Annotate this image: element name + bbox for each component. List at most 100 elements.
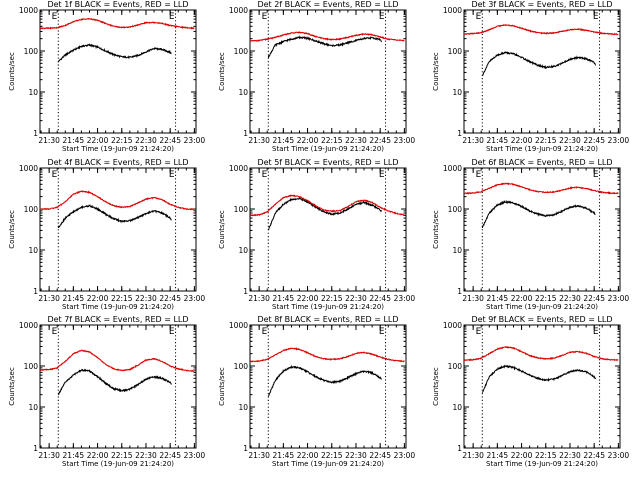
x-axis-title: Start Time (19-Jun-09 21:24:20) — [486, 303, 598, 311]
x-axis-title: Start Time (19-Jun-09 21:24:20) — [62, 145, 174, 153]
plot-frame — [463, 9, 621, 134]
x-tick-label: 22:15 — [535, 451, 557, 460]
event-marker-label: E — [379, 327, 385, 337]
y-tick-label: 1 — [457, 287, 462, 296]
events-series-line — [268, 197, 382, 231]
y-tick-label: 10 — [28, 246, 38, 255]
lld-series-line — [463, 345, 619, 362]
event-marker-label: E — [169, 327, 175, 337]
x-tick-label: 22:45 — [583, 136, 605, 145]
events-series-line — [481, 199, 596, 229]
x-tick-label: 21:30 — [38, 451, 60, 460]
events-series-line — [268, 364, 382, 397]
x-tick-label: 22:45 — [369, 136, 391, 145]
x-tick-label: 21:45 — [63, 136, 85, 145]
plot-frame — [249, 9, 407, 134]
x-tick-label: 22:15 — [535, 294, 557, 303]
event-marker-label: E — [593, 327, 599, 337]
y-tick-label: 1000 — [19, 164, 38, 173]
x-tick-label: 22:45 — [159, 451, 181, 460]
y-tick-label: 1 — [33, 287, 38, 296]
x-tick-label: 21:45 — [273, 294, 295, 303]
events-series-line — [267, 35, 383, 58]
x-tick-label: 21:30 — [462, 294, 484, 303]
plot-frame — [463, 167, 621, 292]
x-tick-label: 22:30 — [345, 451, 367, 460]
x-tick-label: 22:00 — [297, 294, 319, 303]
event-marker-label: E — [476, 327, 482, 337]
x-tick-label: 22:15 — [321, 294, 343, 303]
event-marker-label: E — [52, 12, 58, 22]
y-tick-label: 1 — [243, 129, 248, 138]
y-tick-label: 10 — [28, 88, 38, 97]
x-tick-label: 21:45 — [487, 294, 509, 303]
event-marker-label: E — [593, 170, 599, 180]
x-tick-label: 22:15 — [111, 136, 133, 145]
x-tick-label: 21:30 — [462, 136, 484, 145]
x-tick-label: 23:00 — [184, 294, 206, 303]
event-marker-label: E — [169, 170, 175, 180]
events-series-line — [482, 51, 597, 77]
y-axis-title: Counts/sec — [218, 367, 226, 406]
y-tick-label: 100 — [448, 362, 463, 371]
panel-det-3: Det 3f BLACK = Events, RED = LLD 1 10 100 10… — [432, 0, 629, 153]
y-tick-label: 1 — [33, 129, 38, 138]
x-tick-label: 22:30 — [559, 451, 581, 460]
x-tick-label: 22:30 — [345, 136, 367, 145]
y-tick-label: 1 — [33, 444, 38, 453]
y-tick-label: 10 — [452, 403, 462, 412]
x-tick-label: 22:30 — [345, 294, 367, 303]
y-tick-label: 10 — [238, 403, 248, 412]
panel-title: Det 2f BLACK = Events, RED = LLD — [257, 0, 398, 9]
panel-det-1: Det 1f BLACK = Events, RED = LLD 1 10 100 10… — [8, 0, 205, 153]
events-series-line — [57, 204, 172, 229]
x-tick-label: 21:45 — [273, 451, 295, 460]
event-marker-label: E — [379, 170, 385, 180]
x-tick-label: 21:45 — [273, 136, 295, 145]
y-tick-label: 100 — [234, 362, 249, 371]
plot-frame — [39, 167, 197, 292]
x-tick-label: 22:15 — [321, 136, 343, 145]
plot-frame — [249, 167, 407, 292]
lld-series-line — [39, 190, 195, 211]
panel-title: Det 1f BLACK = Events, RED = LLD — [47, 0, 188, 9]
panel-title: Det 3f BLACK = Events, RED = LLD — [471, 0, 612, 9]
lld-series-line — [249, 194, 405, 217]
event-marker-label: E — [262, 327, 268, 337]
plot-frame — [249, 324, 407, 449]
x-tick-label: 21:45 — [487, 136, 509, 145]
panel-det-8: Det 8f BLACK = Events, RED = LLD 1 10 100 10… — [218, 315, 415, 468]
panel-det-2: Det 2f BLACK = Events, RED = LLD 1 10 100 10… — [218, 0, 415, 153]
x-tick-label: 21:30 — [248, 136, 270, 145]
panel-det-9: Det 9f BLACK = Events, RED = LLD 1 10 100 10… — [432, 315, 629, 468]
y-tick-label: 10 — [238, 88, 248, 97]
event-marker-label: E — [262, 12, 268, 22]
panel-title: Det 9f BLACK = Events, RED = LLD — [471, 315, 612, 324]
x-tick-label: 23:00 — [184, 136, 206, 145]
x-axis-title: Start Time (19-Jun-09 21:24:20) — [272, 303, 384, 311]
event-marker-label: E — [169, 12, 175, 22]
y-tick-label: 1 — [243, 287, 248, 296]
y-tick-label: 1 — [457, 444, 462, 453]
x-tick-label: 22:45 — [159, 136, 181, 145]
x-tick-label: 23:00 — [608, 451, 630, 460]
plot-frame — [39, 324, 197, 449]
x-tick-label: 21:30 — [248, 294, 270, 303]
y-tick-label: 1000 — [443, 6, 462, 15]
x-tick-label: 21:30 — [38, 294, 60, 303]
event-marker-label: E — [52, 327, 58, 337]
x-tick-label: 21:45 — [487, 451, 509, 460]
y-tick-label: 1000 — [19, 321, 38, 330]
x-tick-label: 23:00 — [184, 451, 206, 460]
x-tick-label: 22:45 — [369, 451, 391, 460]
y-tick-label: 1 — [457, 129, 462, 138]
y-axis-title: Counts/sec — [432, 210, 440, 249]
x-tick-label: 23:00 — [394, 451, 416, 460]
y-axis-title: Counts/sec — [218, 52, 226, 91]
y-tick-label: 100 — [24, 205, 39, 214]
y-tick-label: 1000 — [19, 6, 38, 15]
y-axis-title: Counts/sec — [218, 210, 226, 249]
y-tick-label: 100 — [234, 47, 249, 56]
y-tick-label: 1000 — [229, 6, 248, 15]
